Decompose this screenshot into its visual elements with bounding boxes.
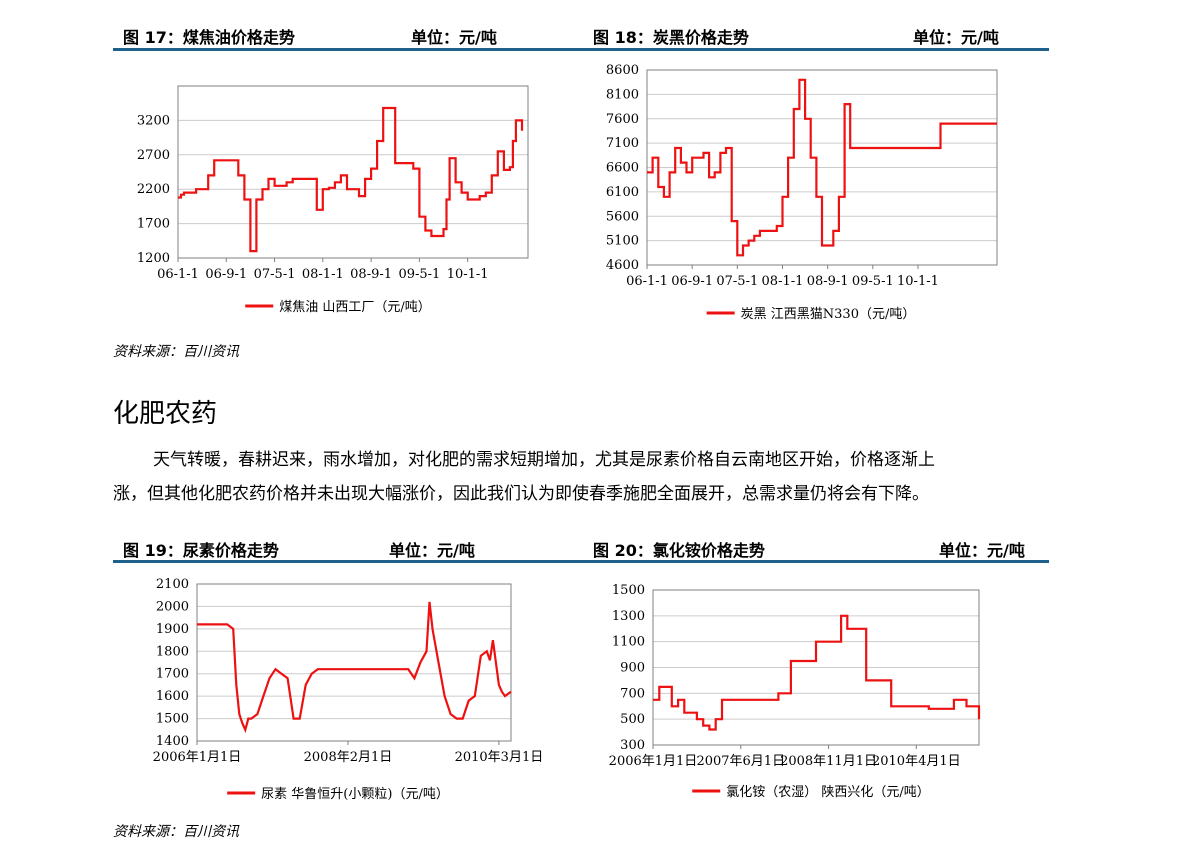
figure-19-unit: 单位：元/吨 <box>389 541 475 560</box>
y-tick-label: 1700 <box>137 217 170 232</box>
x-tick-label: 2010年3月1日 <box>455 750 544 765</box>
y-tick-label: 8600 <box>606 63 639 78</box>
y-tick-label: 500 <box>620 712 645 727</box>
series-line <box>653 614 981 731</box>
x-tick-label: 2008年11月1日 <box>780 754 877 769</box>
y-tick-label: 300 <box>620 738 645 753</box>
x-tick-label: 06-9-1 <box>205 267 247 282</box>
series-line <box>647 78 997 257</box>
y-tick-label: 700 <box>620 686 645 701</box>
x-tick-label: 09-5-1 <box>852 274 894 289</box>
figure-18-unit: 单位：元/吨 <box>913 28 999 47</box>
y-tick-label: 1300 <box>612 609 645 624</box>
y-tick-label: 1800 <box>156 644 189 659</box>
legend-label: 煤焦油 山西工厂（元/吨） <box>279 300 431 315</box>
y-tick-label: 2100 <box>156 577 189 592</box>
x-tick-label: 2006年1月1日 <box>153 750 242 765</box>
header-rule-bottom <box>113 560 1049 563</box>
section-title: 化肥农药 <box>113 399 218 429</box>
figure-20-title: 图 20：氯化铵价格走势 <box>593 541 765 560</box>
figure-17-unit: 单位：元/吨 <box>411 28 497 47</box>
figure-18-title: 图 18：炭黑价格走势 <box>593 28 749 47</box>
series-line <box>197 601 512 734</box>
y-tick-label: 1200 <box>137 251 170 266</box>
figure-17-title: 图 17：煤焦油价格走势 <box>123 28 295 47</box>
y-tick-label: 900 <box>620 661 645 676</box>
y-tick-label: 5600 <box>606 209 639 224</box>
figure-20-header: 图 20：氯化铵价格走势 单位：元/吨 <box>583 535 1049 560</box>
chart-coal-tar: 1200 1700 2200 2700 3200 06-1-1 06-9-1 07-5-1 08… <box>137 85 529 315</box>
x-tick-label: 08-1-1 <box>762 274 804 289</box>
x-tick-label: 07-5-1 <box>716 274 758 289</box>
y-tick-label: 2200 <box>137 182 170 197</box>
figure-19-header: 图 19：尿素价格走势 单位：元/吨 <box>113 535 573 560</box>
section-paragraph-line-1: 天气转暖，春耕迟来，雨水增加，对化肥的需求短期增加，尤其是尿素价格自云南地区开始… <box>153 450 935 470</box>
y-tick-label: 2000 <box>156 599 189 614</box>
figure-18-header: 图 18：炭黑价格走势 单位：元/吨 <box>583 22 1049 47</box>
y-tick-label: 3200 <box>137 113 170 128</box>
y-tick-label: 1500 <box>156 712 189 727</box>
y-tick-label: 6100 <box>606 185 639 200</box>
plot-area <box>196 583 512 742</box>
header-rule-top <box>113 48 1049 51</box>
x-tick-label: 06-1-1 <box>626 274 668 289</box>
x-tick-label: 06-9-1 <box>671 274 713 289</box>
x-tick-label: 09-5-1 <box>398 267 440 282</box>
legend-label: 尿素 华鲁恒升(小颗粒)（元/吨） <box>261 787 449 802</box>
plot-area <box>646 69 998 266</box>
y-tick-label: 1700 <box>156 667 189 682</box>
y-tick-label: 6600 <box>606 161 639 176</box>
y-tick-label: 1900 <box>156 622 189 637</box>
y-tick-label: 4600 <box>606 258 639 273</box>
x-tick-label: 08-9-1 <box>807 274 849 289</box>
y-tick-label: 7600 <box>606 112 639 127</box>
x-tick-label: 10-1-1 <box>447 267 489 282</box>
x-tick-label: 2008年2月1日 <box>304 750 393 765</box>
x-tick-label: 2007年6月1日 <box>696 754 785 769</box>
figure-19-title: 图 19：尿素价格走势 <box>123 541 279 560</box>
legend-label: 炭黑 江西黑猫N330（元/吨） <box>741 307 916 322</box>
y-tick-label: 7100 <box>606 136 639 151</box>
plot-area <box>177 85 529 259</box>
x-tick-label: 2006年1月1日 <box>609 754 698 769</box>
source-note-1: 资料来源：百川资讯 <box>113 344 239 360</box>
section-paragraph-line-2: 涨，但其他化肥农药价格并未出现大幅涨价，因此我们认为即使春季施肥全面展开，总需求… <box>113 484 929 504</box>
source-note-2: 资料来源：百川资讯 <box>113 824 239 840</box>
y-tick-label: 2700 <box>137 148 170 163</box>
chart-urea: 1400 1500 1600 1700 1800 1900 2000 2100 2006年1月1… <box>153 577 544 802</box>
series-line <box>178 106 524 253</box>
chart-ammonium-chloride: 300 500 700 900 1100 1300 1500 2006年1月1日 2007年6月… <box>609 583 981 800</box>
x-tick-label: 10-1-1 <box>897 274 939 289</box>
chart-carbon-black: 4600 5100 5600 6100 6600 7100 7600 8100 8600 06-1… <box>606 63 998 322</box>
figure-17-header: 图 17：煤焦油价格走势 单位：元/吨 <box>113 22 573 47</box>
x-tick-label: 08-1-1 <box>302 267 344 282</box>
x-tick-label: 2010年4月1日 <box>872 754 961 769</box>
legend-label: 氯化铵（农湿） 陕西兴化（元/吨） <box>726 785 930 800</box>
y-tick-label: 1100 <box>612 635 645 650</box>
y-tick-label: 1500 <box>612 583 645 598</box>
y-tick-label: 1600 <box>156 689 189 704</box>
x-tick-label: 08-9-1 <box>350 267 392 282</box>
figure-20-unit: 单位：元/吨 <box>939 541 1025 560</box>
y-tick-label: 8100 <box>606 87 639 102</box>
x-tick-label: 07-5-1 <box>254 267 296 282</box>
y-tick-label: 5100 <box>606 234 639 249</box>
y-tick-label: 1400 <box>156 734 189 749</box>
x-tick-label: 06-1-1 <box>157 267 199 282</box>
plot-area <box>652 589 980 746</box>
